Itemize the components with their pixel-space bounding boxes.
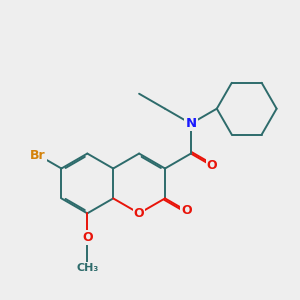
Text: O: O: [134, 207, 144, 220]
Text: N: N: [185, 117, 197, 130]
Text: O: O: [181, 204, 192, 217]
Text: CH₃: CH₃: [76, 263, 98, 273]
Text: O: O: [82, 231, 93, 244]
Text: methoxy: methoxy: [87, 266, 94, 268]
Text: Br: Br: [30, 148, 46, 161]
Text: O: O: [207, 159, 218, 172]
